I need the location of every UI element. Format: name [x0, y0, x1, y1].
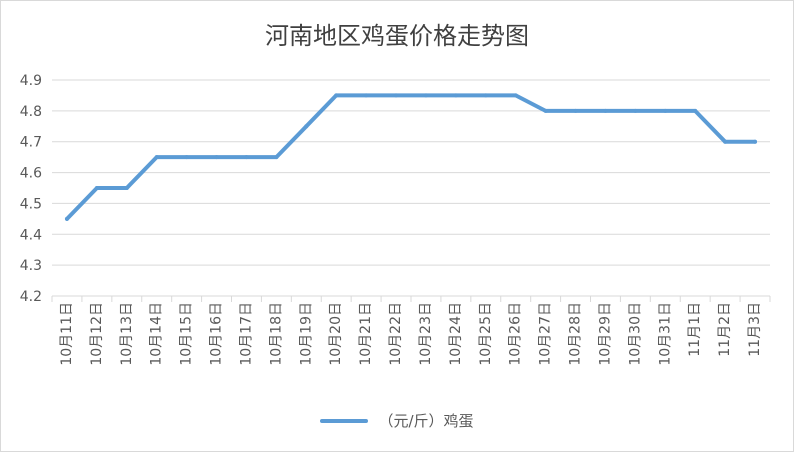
data-point [513, 93, 518, 98]
data-point [753, 139, 758, 144]
x-tick-label: 10月15日 [179, 302, 195, 366]
data-point [124, 186, 129, 190]
x-tick-label: 10月23日 [418, 302, 434, 366]
x-tick-label: 10月31日 [657, 302, 673, 366]
data-point [543, 108, 548, 113]
data-point [663, 108, 668, 113]
legend-label: （元/斤）鸡蛋 [378, 412, 474, 430]
data-point [364, 93, 369, 98]
x-tick-label: 10月20日 [328, 302, 344, 366]
x-tick-label: 10月18日 [268, 302, 284, 366]
chart-title: 河南地区鸡蛋价格走势图 [265, 22, 529, 50]
x-tick-label: 10月29日 [597, 302, 613, 366]
data-point [154, 155, 159, 160]
data-point [214, 155, 219, 160]
y-tick-label: 4.7 [20, 135, 42, 151]
series-line [65, 93, 757, 221]
x-tick-label: 10月17日 [238, 302, 254, 366]
y-tick-label: 4.3 [20, 258, 42, 274]
y-tick-label: 4.8 [20, 104, 42, 120]
y-tick-label: 4.2 [20, 289, 42, 305]
x-tick-label: 10月25日 [478, 302, 494, 366]
y-tick-label: 4.4 [20, 227, 42, 243]
x-tick-label: 11月1日 [687, 302, 703, 357]
y-tick-label: 4.5 [20, 196, 42, 212]
data-point [274, 155, 279, 160]
x-tick-label: 11月2日 [717, 302, 733, 357]
x-tick-label: 10月22日 [388, 302, 404, 366]
x-tick-label: 10月27日 [538, 302, 554, 366]
data-point [244, 155, 249, 160]
data-point [64, 216, 69, 221]
legend-swatch [320, 418, 369, 423]
x-tick-label: 10月24日 [448, 302, 464, 366]
legend: （元/斤）鸡蛋 [0, 410, 794, 431]
x-tick-label: 10月14日 [149, 302, 165, 366]
x-tick-label: 10月13日 [119, 302, 135, 366]
x-tick-label: 10月21日 [358, 302, 374, 366]
y-tick-label: 4.9 [20, 73, 42, 89]
data-point [693, 108, 698, 113]
x-tick-label: 10月19日 [298, 302, 314, 366]
x-tick-label: 10月26日 [508, 302, 524, 366]
data-point [184, 155, 189, 160]
data-point [394, 93, 399, 98]
data-point [723, 139, 728, 144]
data-point [304, 124, 309, 129]
data-point [453, 93, 458, 98]
x-tick-label: 10月12日 [89, 302, 105, 366]
data-point [633, 108, 638, 113]
data-point [334, 93, 339, 98]
data-point [94, 186, 99, 190]
data-point [573, 108, 578, 113]
x-tick-label: 10月16日 [209, 302, 225, 366]
data-point [483, 93, 488, 98]
data-point [603, 108, 608, 113]
x-tick-label: 11月3日 [747, 302, 763, 357]
x-tick-label: 10月11日 [59, 302, 75, 366]
x-tick-label: 10月28日 [568, 302, 584, 366]
y-tick-label: 4.6 [20, 166, 42, 182]
x-tick-label: 10月30日 [627, 302, 643, 366]
data-point [423, 93, 428, 98]
